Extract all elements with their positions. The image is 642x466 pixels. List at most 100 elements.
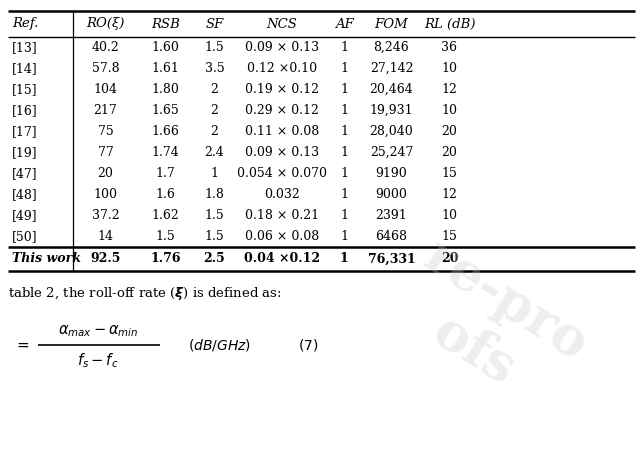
Text: $f_s - f_c$: $f_s - f_c$ — [77, 352, 119, 370]
Text: 6468: 6468 — [376, 230, 408, 243]
Text: RSB: RSB — [151, 18, 180, 30]
Text: 27,142: 27,142 — [370, 62, 413, 75]
Text: 1.61: 1.61 — [152, 62, 179, 75]
Text: [47]: [47] — [12, 167, 38, 180]
Text: 77: 77 — [98, 146, 114, 159]
Text: 0.054 × 0.070: 0.054 × 0.070 — [237, 167, 327, 180]
Text: 104: 104 — [94, 83, 117, 96]
Text: 20,464: 20,464 — [370, 83, 413, 96]
Text: RL (dB): RL (dB) — [424, 18, 475, 30]
Text: 12: 12 — [442, 188, 458, 201]
Text: 12: 12 — [442, 83, 458, 96]
Text: RO(ξ): RO(ξ) — [86, 18, 125, 30]
Text: 0.29 × 0.12: 0.29 × 0.12 — [245, 104, 319, 117]
Text: 20: 20 — [441, 253, 458, 266]
Text: This work: This work — [12, 253, 81, 266]
Text: 25,247: 25,247 — [370, 146, 413, 159]
Text: 1: 1 — [340, 83, 348, 96]
Text: 2: 2 — [211, 83, 218, 96]
Text: 1.60: 1.60 — [152, 41, 179, 54]
Text: 0.12 ×0.10: 0.12 ×0.10 — [247, 62, 317, 75]
Text: 8,246: 8,246 — [374, 41, 410, 54]
Text: table 2, the roll-off rate ($\boldsymbol{\xi}$) is defined as:: table 2, the roll-off rate ($\boldsymbol… — [8, 285, 282, 302]
Text: 0.11 × 0.08: 0.11 × 0.08 — [245, 125, 319, 138]
Text: 0.09 × 0.13: 0.09 × 0.13 — [245, 146, 319, 159]
Text: [17]: [17] — [12, 125, 38, 138]
Text: [15]: [15] — [12, 83, 38, 96]
Text: 1: 1 — [340, 230, 348, 243]
Text: FOM: FOM — [375, 18, 408, 30]
Text: 1: 1 — [340, 125, 348, 138]
Text: 1: 1 — [340, 62, 348, 75]
Text: 100: 100 — [94, 188, 117, 201]
Text: 36: 36 — [442, 41, 458, 54]
Text: 20: 20 — [98, 167, 114, 180]
Text: 1: 1 — [340, 253, 349, 266]
Text: 92.5: 92.5 — [91, 253, 121, 266]
Text: 57.8: 57.8 — [92, 62, 119, 75]
Text: 1: 1 — [340, 104, 348, 117]
Text: AF: AF — [334, 18, 354, 30]
Text: 1: 1 — [340, 167, 348, 180]
Text: 0.04 ×0.12: 0.04 ×0.12 — [244, 253, 320, 266]
Text: 2.4: 2.4 — [205, 146, 224, 159]
Text: 0.032: 0.032 — [264, 188, 300, 201]
Text: 28,040: 28,040 — [370, 125, 413, 138]
Text: 40.2: 40.2 — [92, 41, 119, 54]
Text: 19,931: 19,931 — [370, 104, 413, 117]
Text: 9000: 9000 — [376, 188, 408, 201]
Text: 75: 75 — [98, 125, 114, 138]
Text: 1: 1 — [211, 167, 218, 180]
Text: 20: 20 — [442, 125, 458, 138]
Text: 1.76: 1.76 — [150, 253, 181, 266]
Text: 1: 1 — [340, 146, 348, 159]
Text: $(7)$: $(7)$ — [298, 337, 318, 353]
Text: 1: 1 — [340, 188, 348, 201]
Text: NCS: NCS — [266, 18, 297, 30]
Text: re-pro
ofs: re-pro ofs — [383, 231, 597, 421]
Text: 1: 1 — [340, 41, 348, 54]
Text: 1.74: 1.74 — [152, 146, 179, 159]
Text: 15: 15 — [442, 167, 458, 180]
Text: 0.06 × 0.08: 0.06 × 0.08 — [245, 230, 319, 243]
Text: Ref.: Ref. — [12, 18, 39, 30]
Text: 2391: 2391 — [376, 209, 408, 222]
Text: [16]: [16] — [12, 104, 38, 117]
Text: [14]: [14] — [12, 62, 38, 75]
Text: [13]: [13] — [12, 41, 38, 54]
Text: 14: 14 — [98, 230, 114, 243]
Text: 1.5: 1.5 — [205, 230, 224, 243]
Text: 1.5: 1.5 — [155, 230, 175, 243]
Text: [19]: [19] — [12, 146, 38, 159]
Text: 0.19 × 0.12: 0.19 × 0.12 — [245, 83, 319, 96]
Text: 10: 10 — [442, 62, 458, 75]
Text: $(dB/GHz)$: $(dB/GHz)$ — [188, 337, 251, 353]
Text: 2: 2 — [211, 125, 218, 138]
Text: 217: 217 — [94, 104, 117, 117]
Text: 20: 20 — [442, 146, 458, 159]
Text: 37.2: 37.2 — [92, 209, 119, 222]
Text: 1.8: 1.8 — [205, 188, 225, 201]
Text: 1.62: 1.62 — [152, 209, 179, 222]
Text: 1.6: 1.6 — [155, 188, 175, 201]
Text: 1.66: 1.66 — [152, 125, 179, 138]
Text: 0.18 × 0.21: 0.18 × 0.21 — [245, 209, 319, 222]
Text: 3.5: 3.5 — [205, 62, 224, 75]
Text: $=$: $=$ — [14, 338, 30, 352]
Text: SF: SF — [205, 18, 223, 30]
Text: 9190: 9190 — [376, 167, 408, 180]
Text: 1.5: 1.5 — [205, 41, 224, 54]
Text: [49]: [49] — [12, 209, 38, 222]
Text: 1.65: 1.65 — [152, 104, 179, 117]
Text: 1: 1 — [340, 209, 348, 222]
Text: 2.5: 2.5 — [204, 253, 225, 266]
Text: 15: 15 — [442, 230, 458, 243]
Text: 1.7: 1.7 — [155, 167, 175, 180]
Text: [50]: [50] — [12, 230, 38, 243]
Text: $\alpha_{max} - \alpha_{min}$: $\alpha_{max} - \alpha_{min}$ — [58, 323, 138, 339]
Text: 2: 2 — [211, 104, 218, 117]
Text: 1.5: 1.5 — [205, 209, 224, 222]
Text: 10: 10 — [442, 209, 458, 222]
Text: 0.09 × 0.13: 0.09 × 0.13 — [245, 41, 319, 54]
Text: 76,331: 76,331 — [368, 253, 415, 266]
